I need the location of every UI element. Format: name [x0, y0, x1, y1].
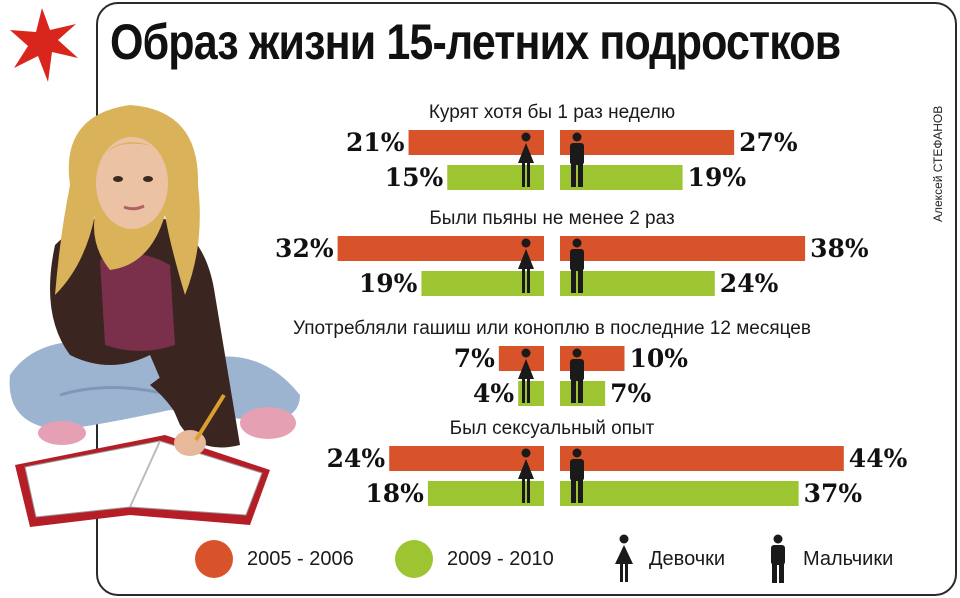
data-label-girls: 21%: [346, 128, 405, 157]
data-label-boys: 44%: [849, 444, 908, 473]
bar-girls: [427, 481, 544, 506]
data-label-boys: 38%: [810, 234, 869, 263]
legend-swatch-period1: [195, 540, 233, 578]
bar-girls: [498, 346, 544, 371]
data-label-boys: 27%: [739, 128, 798, 157]
bar-boys: [560, 236, 806, 261]
male-figure-icon: [570, 448, 584, 503]
female-figure-icon: [518, 448, 534, 503]
page-title: Образ жизни 15-летних подростков: [110, 14, 841, 70]
legend-item-period1: 2005 - 2006: [195, 530, 354, 588]
data-label-boys: 10%: [630, 344, 689, 373]
chart-legend: 2005 - 2006 2009 - 2010 Девочки Мальчики: [195, 530, 935, 588]
bar-girls: [389, 446, 544, 471]
female-figure-icon: [518, 132, 534, 187]
bar-boys: [560, 130, 735, 155]
male-figure-icon: [570, 238, 584, 293]
data-label-boys: 19%: [688, 163, 747, 192]
category-label: Был сексуальный опыт: [450, 418, 655, 439]
bar-boys: [560, 271, 715, 296]
bar-boys: [560, 481, 799, 506]
data-label-boys: 37%: [804, 479, 863, 508]
data-label-girls: 4%: [473, 379, 514, 408]
bar-boys: [560, 346, 625, 371]
bar-girls: [408, 130, 544, 155]
legend-item-boys: Мальчики: [767, 530, 893, 588]
category-label: Были пьяны не менее 2 раз: [429, 208, 674, 229]
data-label-girls: 7%: [454, 344, 495, 373]
kp-logo: [8, 6, 92, 86]
teen-girl-illustration: [9, 105, 300, 527]
legend-label-period1: 2005 - 2006: [247, 547, 354, 570]
male-figure-icon: [771, 534, 785, 583]
category-label: Употребляли гашиш или коноплю в последни…: [293, 318, 811, 339]
male-figure-icon: [570, 348, 584, 403]
category-label: Курят хотя бы 1 раз неделю: [429, 102, 675, 123]
legend-label-boys: Мальчики: [803, 547, 894, 570]
bar-girls: [337, 236, 544, 261]
bar-girls: [421, 271, 544, 296]
male-figure-icon: [570, 132, 584, 187]
legend-swatch-period2: [395, 540, 433, 578]
data-label-girls: 18%: [365, 479, 424, 508]
data-label-boys: 7%: [610, 379, 651, 408]
female-figure-icon: [615, 534, 633, 582]
legend-label-period2: 2009 - 2010: [447, 547, 554, 570]
female-figure-icon: [518, 238, 534, 293]
legend-label-girls: Девочки: [649, 547, 726, 570]
data-label-boys: 24%: [720, 269, 779, 298]
legend-item-period2: 2009 - 2010: [395, 530, 554, 588]
data-label-girls: 15%: [385, 163, 444, 192]
data-label-girls: 19%: [359, 269, 418, 298]
data-label-girls: 24%: [327, 444, 386, 473]
female-figure-icon: [518, 348, 534, 403]
bar-boys: [560, 446, 844, 471]
legend-item-girls: Девочки: [613, 530, 725, 588]
data-label-girls: 32%: [275, 234, 334, 263]
